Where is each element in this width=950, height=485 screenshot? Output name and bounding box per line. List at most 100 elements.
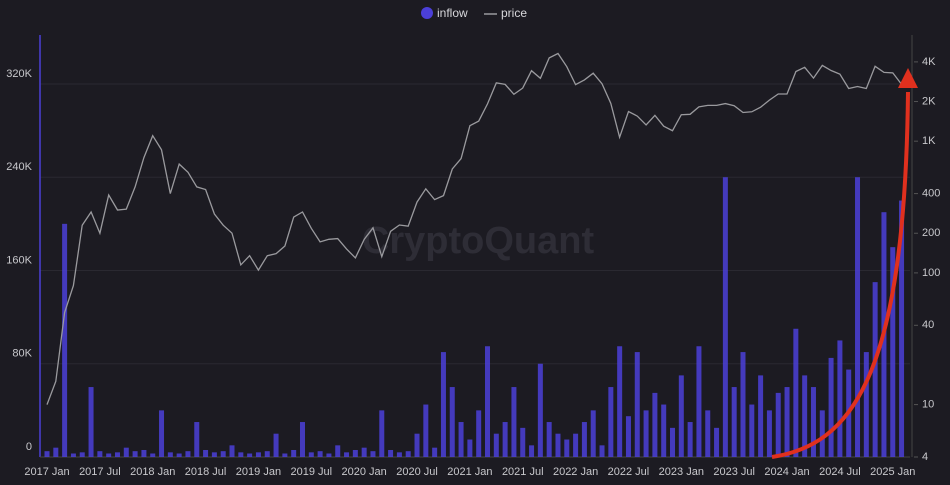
- bar: [749, 404, 755, 457]
- bar: [123, 447, 129, 457]
- bar: [643, 410, 649, 457]
- y-tick-label: 160K: [6, 254, 32, 266]
- x-tick-label: 2018 Jul: [185, 466, 227, 478]
- bar: [326, 453, 332, 457]
- bar: [44, 451, 50, 457]
- bar: [388, 450, 394, 457]
- x-tick-label: 2019 Jul: [291, 466, 333, 478]
- bar: [361, 447, 367, 457]
- bar: [784, 387, 790, 457]
- bar: [775, 392, 781, 457]
- bar: [652, 392, 658, 457]
- bar: [890, 247, 896, 457]
- bar: [555, 433, 561, 457]
- y2-tick-label: 100: [922, 267, 940, 279]
- bar: [485, 346, 490, 457]
- bar: [511, 387, 517, 457]
- plot-area: 0 80K 160K 240K 320K 4 10 40 100 200 400 1K 2K 4K 2017…: [6, 35, 940, 478]
- bar: [899, 200, 905, 457]
- y-tick-label: 80K: [12, 348, 32, 360]
- bar: [370, 451, 376, 457]
- bar: [282, 453, 288, 457]
- y2-tick-label: 40: [922, 319, 934, 331]
- bar: [176, 453, 182, 457]
- bar: [167, 452, 173, 457]
- price-line: [46, 52, 903, 405]
- bar: [766, 410, 772, 457]
- bar: [617, 346, 623, 457]
- bar: [449, 387, 455, 457]
- bar: [317, 451, 323, 457]
- bar: [203, 450, 209, 457]
- bar: [432, 447, 438, 457]
- bar: [211, 452, 217, 457]
- y2-tick-label: 4K: [922, 56, 936, 68]
- y2-tick-label: 2K: [922, 95, 936, 107]
- bar: [467, 439, 473, 457]
- y2-tick-label: 400: [922, 187, 940, 199]
- legend-label: price: [501, 6, 527, 20]
- bar: [159, 410, 165, 457]
- bar: [53, 447, 59, 457]
- bar: [396, 452, 402, 457]
- bar: [405, 451, 411, 457]
- bar: [97, 451, 103, 457]
- y-tick-label: 240K: [6, 161, 32, 173]
- bar: [220, 451, 226, 457]
- bar: [529, 445, 535, 457]
- bar: [678, 375, 684, 457]
- bar: [493, 433, 499, 457]
- bar: [352, 450, 358, 457]
- bar: [79, 452, 85, 457]
- bar: [696, 346, 702, 457]
- x-tick-label: 2024 Jul: [819, 466, 861, 478]
- y-tick-label: 0: [26, 441, 32, 453]
- bar: [106, 453, 112, 457]
- bar: [722, 177, 728, 457]
- x-tick-label: 2023 Jul: [713, 466, 755, 478]
- watermark: CryptoQuant: [362, 220, 595, 262]
- x-tick-label: 2017 Jan: [24, 466, 69, 478]
- bar: [88, 387, 94, 457]
- bar: [247, 453, 253, 457]
- bar: [344, 452, 350, 457]
- bar: [872, 282, 878, 457]
- legend-label: inflow: [437, 6, 468, 20]
- x-tick-label: 2018 Jan: [130, 466, 175, 478]
- legend-swatch: [421, 7, 433, 19]
- bar: [863, 352, 869, 457]
- bar: [758, 375, 764, 457]
- bar: [299, 422, 305, 457]
- bar: [793, 328, 799, 457]
- bar: [229, 445, 235, 457]
- bar: [670, 427, 676, 457]
- bar: [423, 404, 429, 457]
- x-tick-label: 2021 Jul: [502, 466, 544, 478]
- bar: [599, 445, 605, 457]
- bar: [132, 451, 138, 457]
- bar: [581, 422, 587, 457]
- arrow-curve: [771, 91, 910, 459]
- bar: [291, 450, 297, 457]
- bar: [608, 387, 614, 457]
- y2-tick-label: 200: [922, 227, 940, 239]
- bar: [273, 433, 279, 457]
- x-tick-label: 2023 Jan: [659, 466, 704, 478]
- bar: [855, 177, 861, 457]
- bar: [731, 387, 737, 457]
- x-tick-label: 2019 Jan: [236, 466, 281, 478]
- bar: [264, 451, 270, 457]
- legend: inflow price: [421, 6, 527, 20]
- x-tick-label: 2020 Jan: [342, 466, 387, 478]
- bar: [537, 363, 543, 457]
- bar: [440, 352, 446, 457]
- bar: [520, 427, 526, 457]
- bar: [194, 422, 200, 457]
- bar: [573, 433, 579, 457]
- bar: [238, 452, 244, 457]
- x-tick-label: 2024 Jan: [764, 466, 809, 478]
- bar: [70, 453, 76, 457]
- bar: [625, 416, 631, 457]
- bar: [255, 452, 261, 457]
- bar: [458, 422, 464, 457]
